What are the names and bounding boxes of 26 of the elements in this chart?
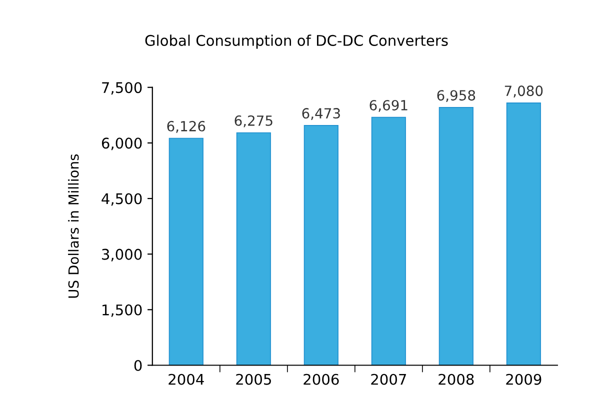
bar: [236, 132, 271, 366]
x-tick-label: 2008: [438, 374, 474, 385]
x-tick-label: 2004: [168, 374, 204, 385]
data-label: 6,958: [437, 90, 476, 102]
data-label: 6,691: [370, 100, 408, 112]
y-tick-label: 0: [134, 360, 142, 371]
x-tick-label: 2006: [304, 374, 339, 385]
x-tick-label: 2005: [236, 374, 271, 385]
bar: [168, 138, 204, 366]
data-label: 7,080: [504, 86, 543, 98]
x-tick-label: 2007: [371, 374, 406, 385]
bar: [371, 116, 406, 366]
data-label: 6,473: [302, 108, 340, 120]
data-label: 6,275: [234, 115, 272, 128]
y-tick-label: 4,500: [102, 193, 142, 206]
bar: [438, 107, 474, 366]
y-tick-label: 7,500: [102, 82, 142, 95]
data-label: 6,126: [167, 120, 206, 133]
y-axis-title: US Dollars in Millions: [68, 154, 79, 298]
bar: [506, 102, 541, 366]
y-tick-label: 1,500: [102, 304, 142, 317]
chart-title: Global Consumption of DC-DC Converters: [145, 34, 448, 49]
y-tick-label: 6,000: [102, 138, 142, 150]
bar: [304, 124, 338, 366]
y-tick-label: 3,000: [102, 248, 142, 262]
x-tick-label: 2009: [506, 374, 542, 385]
